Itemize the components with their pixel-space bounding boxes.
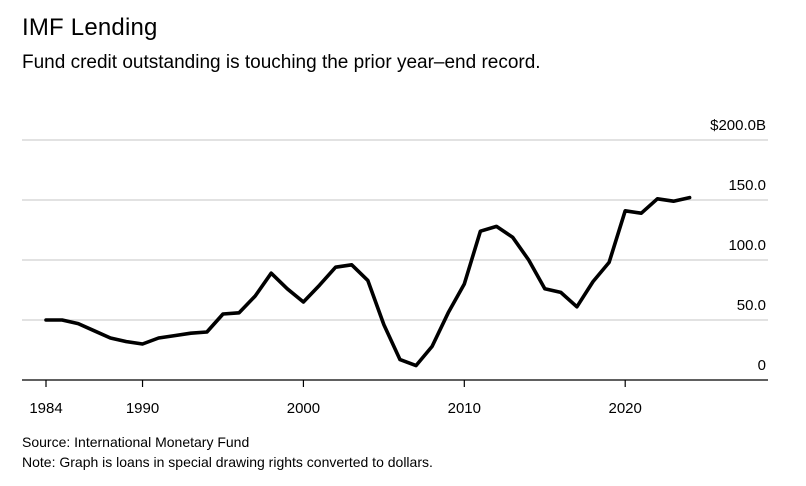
y-tick-label: 100.0 xyxy=(728,237,766,254)
y-tick-label: 150.0 xyxy=(728,177,766,194)
source-note: Source: International Monetary Fund xyxy=(22,434,250,450)
x-tick-label: 2020 xyxy=(609,400,642,417)
chart-title: IMF Lending xyxy=(22,14,158,41)
footnotes: Source: International Monetary Fund Note… xyxy=(22,432,433,472)
y-tick-label: $200.0B xyxy=(710,117,766,134)
y-tick-label: 0 xyxy=(758,357,766,374)
method-note: Note: Graph is loans in special drawing … xyxy=(22,454,433,470)
x-tick-label: 2000 xyxy=(287,400,320,417)
series-line xyxy=(44,195,692,368)
y-tick-label: 50.0 xyxy=(737,297,766,314)
chart-subtitle: Fund credit outstanding is touching the … xyxy=(22,52,541,73)
x-tick-label: 1984 xyxy=(29,400,62,417)
x-tick-label: 2010 xyxy=(448,400,481,417)
x-tick-label: 1990 xyxy=(126,400,159,417)
